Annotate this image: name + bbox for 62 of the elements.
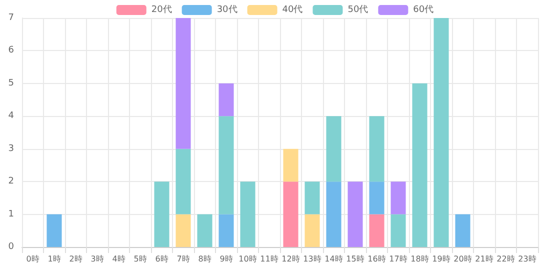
bar [390,182,406,214]
y-tick-label: 1 [8,209,14,220]
legend-label: 20代 [151,4,172,15]
x-tick-label: 5時 [134,254,147,264]
bar [412,83,428,247]
bar [46,214,62,247]
x-tick-label: 18時 [410,254,429,264]
bar [197,214,212,247]
x-tick-label: 6時 [155,254,168,264]
y-tick-label: 2 [8,176,14,187]
bar [176,214,191,247]
bar [176,148,191,214]
x-tick-label: 14時 [324,254,343,264]
legend-label: 40代 [282,4,303,15]
y-tick-label: 6 [8,46,14,56]
x-tick-label: 0時 [26,254,40,264]
bar [369,214,384,247]
x-tick-label: 12時 [282,254,300,264]
x-tick-label: 20時 [454,254,472,264]
x-tick-label: 8時 [198,254,212,264]
bar [455,214,470,247]
x-tick-label: 3時 [90,254,104,264]
bar [218,116,234,214]
bar [304,182,320,214]
x-tick-label: 15時 [346,254,364,264]
x-tick-label: 21時 [475,254,494,264]
legend-label: 30代 [216,4,238,15]
bar [304,214,320,247]
legend-label: 60代 [413,4,434,15]
bar [369,116,384,182]
bar [154,182,170,247]
x-tick-label: 16時 [368,254,386,264]
bar [369,182,384,214]
y-tick-label: 7 [8,13,14,23]
x-tick-label: 1時 [48,254,61,264]
x-tick-label: 22時 [496,254,515,264]
x-tick-label: 2時 [69,254,82,264]
legend-label: 50代 [348,4,368,15]
bar [390,214,406,247]
bar [240,182,256,247]
y-tick-label: 4 [8,111,14,122]
x-tick-label: 19時 [432,254,450,264]
y-tick-label: 0 [8,242,14,252]
x-tick-label: 9時 [220,254,233,264]
bar [326,116,342,182]
y-tick-label: 3 [8,144,14,154]
bar [348,182,363,247]
bar [176,18,191,149]
x-tick-label: 10時 [238,254,257,264]
bar [283,182,298,247]
x-tick-label: 17時 [389,254,408,264]
x-tick-label: 13時 [303,254,322,264]
x-tick-label: 7時 [176,254,190,264]
x-tick-label: 23時 [518,254,536,264]
bar [218,214,234,247]
y-tick-label: 5 [8,78,14,88]
bar [434,18,449,247]
bar [326,182,342,247]
x-tick-label: 11時 [260,254,278,264]
x-tick-label: 4時 [112,254,126,264]
bar [283,148,298,182]
bar [218,83,234,116]
